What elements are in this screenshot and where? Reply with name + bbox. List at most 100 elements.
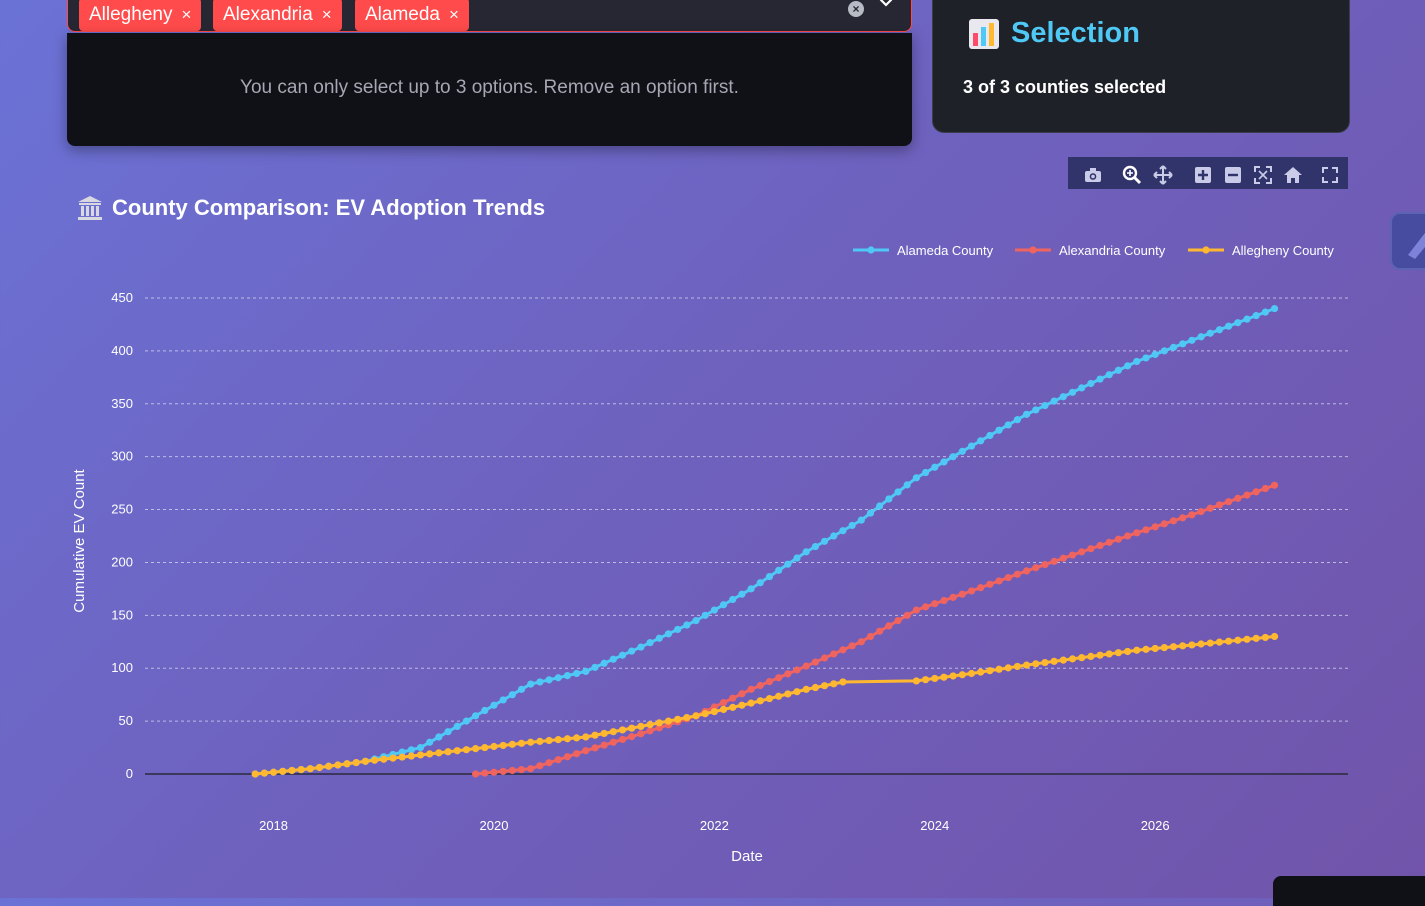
- chart-title: County Comparison: EV Adoption Trends: [112, 195, 546, 220]
- data-point: [692, 712, 700, 720]
- remove-chip-icon[interactable]: ×: [449, 5, 459, 24]
- data-point: [407, 752, 415, 760]
- data-point: [1050, 557, 1058, 565]
- zoom-icon[interactable]: [1122, 165, 1142, 185]
- x-tick-label: 2020: [480, 818, 509, 833]
- data-point: [1041, 401, 1049, 410]
- data-point: [1059, 393, 1067, 401]
- data-point: [1142, 645, 1150, 653]
- data-point: [1188, 511, 1196, 519]
- data-point: [453, 747, 461, 755]
- data-point: [1243, 315, 1251, 323]
- data-point: [710, 707, 718, 716]
- reset-axes-icon[interactable]: [1283, 165, 1303, 185]
- legend-label: Alexandria County: [1059, 243, 1166, 258]
- series-alexandria-county[interactable]: [471, 481, 1279, 778]
- legend-item[interactable]: Allegheny County: [1188, 243, 1334, 258]
- chip-label: Alexandria: [223, 4, 313, 25]
- y-tick-label: 200: [111, 554, 133, 569]
- data-point: [967, 587, 976, 595]
- data-point: [582, 733, 590, 741]
- zoom-out-icon[interactable]: [1223, 165, 1243, 185]
- y-axis-title: Cumulative EV Count: [71, 468, 88, 612]
- legend[interactable]: Alameda County Alexandria County Allegheny…: [853, 243, 1334, 258]
- data-point: [949, 672, 957, 680]
- data-point: [1234, 494, 1242, 502]
- camera-icon[interactable]: [1083, 165, 1103, 185]
- data-point: [811, 542, 819, 551]
- data-point: [1179, 642, 1187, 650]
- data-point: [471, 770, 480, 778]
- data-point: [802, 548, 810, 556]
- data-point: [591, 744, 599, 752]
- fullscreen-icon[interactable]: [1320, 165, 1340, 185]
- data-point: [517, 685, 526, 693]
- data-point: [1114, 535, 1123, 543]
- series-allegheny-county[interactable]: [251, 632, 1279, 778]
- data-point: [618, 726, 627, 734]
- data-point: [499, 767, 507, 775]
- data-point: [536, 762, 544, 770]
- selection-card: Selection 3 of 3 counties selected: [932, 0, 1350, 133]
- data-point: [1142, 526, 1150, 534]
- legend-item[interactable]: Alexandria County: [1015, 243, 1166, 258]
- remove-chip-icon[interactable]: ×: [181, 5, 192, 24]
- chevron-down-icon[interactable]: [878, 0, 894, 16]
- data-point: [1096, 541, 1104, 550]
- autoscale-icon[interactable]: [1253, 165, 1273, 185]
- data-point: [1142, 354, 1150, 362]
- y-tick-label: 250: [111, 502, 133, 517]
- data-point: [1050, 657, 1058, 665]
- data-point: [820, 537, 829, 545]
- data-point: [628, 724, 636, 732]
- data-point: [1188, 336, 1196, 344]
- sidebar-toggle[interactable]: [1390, 212, 1425, 270]
- data-point: [1261, 308, 1269, 316]
- data-point: [921, 468, 930, 477]
- data-point: [416, 751, 425, 759]
- data-point: [1225, 637, 1233, 645]
- y-tick-label: 450: [111, 290, 133, 305]
- data-point: [802, 685, 810, 693]
- pencil-icon: [1408, 232, 1425, 259]
- data-point: [380, 755, 388, 763]
- data-point: [848, 521, 856, 530]
- data-point: [866, 509, 875, 517]
- data-point: [857, 638, 865, 646]
- pan-icon[interactable]: [1153, 165, 1173, 185]
- data-point: [628, 733, 636, 741]
- clear-all-icon[interactable]: ×: [848, 1, 864, 17]
- remove-chip-icon[interactable]: ×: [321, 5, 332, 24]
- data-point: [775, 674, 783, 682]
- data-point: [756, 681, 764, 690]
- data-point: [1105, 371, 1113, 379]
- zoom-in-icon[interactable]: [1193, 165, 1213, 185]
- data-point: [251, 770, 259, 778]
- data-point: [775, 566, 783, 574]
- x-axis-title: Date: [731, 848, 763, 865]
- x-tick-label: 2024: [920, 818, 949, 833]
- series-layer: [251, 304, 1279, 778]
- x-tick-label: 2022: [700, 818, 729, 833]
- data-point: [811, 658, 819, 666]
- data-point: [646, 721, 654, 729]
- data-point: [508, 766, 516, 775]
- data-point: [940, 596, 948, 605]
- county-multiselect[interactable]: Allegheny × Alexandria × Alameda × ×: [67, 0, 912, 32]
- y-tick-label: 50: [119, 713, 133, 728]
- data-point: [830, 680, 838, 688]
- data-point: [1004, 574, 1012, 582]
- data-point: [903, 611, 911, 619]
- data-point: [389, 754, 397, 762]
- data-point: [554, 756, 562, 764]
- data-point: [1252, 634, 1260, 642]
- data-point: [1206, 504, 1214, 512]
- data-point: [435, 733, 443, 741]
- data-point: [1032, 564, 1040, 572]
- series-alameda-county[interactable]: [251, 304, 1279, 778]
- legend-item[interactable]: Alameda County: [853, 243, 994, 258]
- data-point: [894, 617, 902, 625]
- data-point: [839, 646, 847, 654]
- data-point: [793, 666, 801, 674]
